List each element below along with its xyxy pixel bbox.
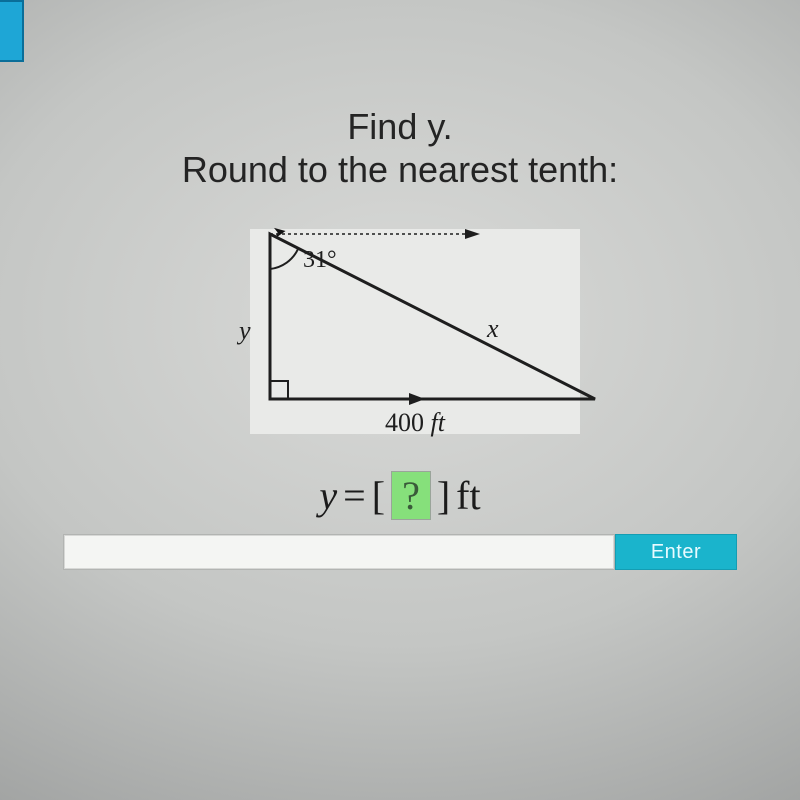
equation-unit: ft xyxy=(456,472,480,519)
equals-sign: = xyxy=(343,472,366,519)
content-area: Find y. Round to the nearest tenth: ➤ 31… xyxy=(0,0,800,800)
enter-button[interactable]: Enter xyxy=(615,534,737,570)
base-label: 400 ft xyxy=(385,408,446,437)
triangle-diagram: ➤ 31° y x 400 ft xyxy=(185,219,615,469)
angle-label: 31° xyxy=(303,247,337,273)
prompt-line-1: Find y. xyxy=(347,105,452,148)
triangle-svg: 31° y x 400 ft xyxy=(185,219,615,469)
answer-input[interactable] xyxy=(63,534,615,570)
answer-row: Enter xyxy=(63,534,737,570)
side-y-label: y xyxy=(236,316,251,345)
bracket-close: ] xyxy=(437,472,450,519)
prompt-line-2: Round to the nearest tenth: xyxy=(182,148,618,191)
equation-display: y = [ ? ] ft xyxy=(319,471,480,520)
answer-placeholder: ? xyxy=(391,471,431,520)
side-x-label: x xyxy=(486,314,499,343)
equation-var: y xyxy=(319,472,337,519)
bracket-open: [ xyxy=(372,472,385,519)
